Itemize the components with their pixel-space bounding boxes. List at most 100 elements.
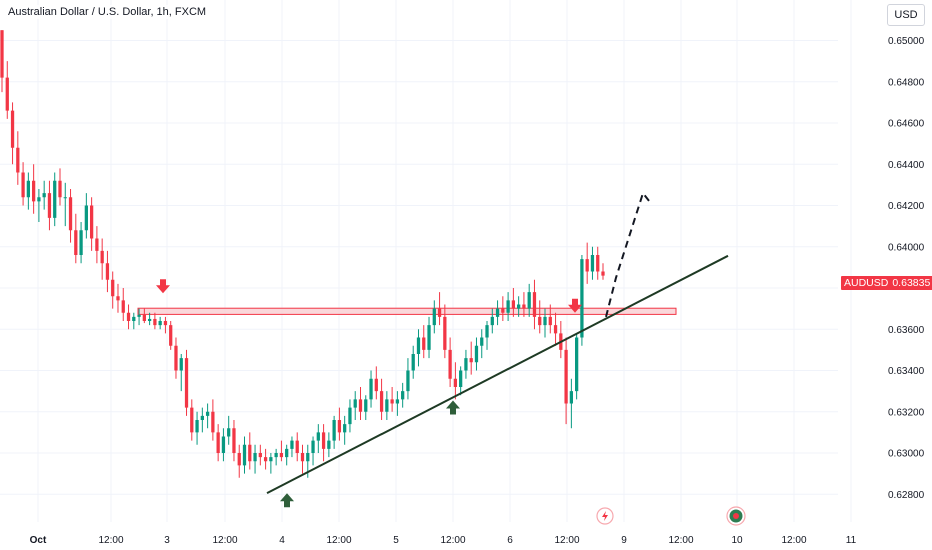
price-tick-label: 0.64200 xyxy=(888,201,925,212)
candle-body xyxy=(216,432,220,453)
candle-body xyxy=(538,316,542,326)
candle xyxy=(490,308,494,334)
candle xyxy=(100,238,104,280)
candle-body xyxy=(42,193,46,198)
candle xyxy=(353,391,357,420)
candle-body xyxy=(348,407,352,425)
candle-body xyxy=(290,440,294,449)
candle xyxy=(532,279,537,330)
candle-body xyxy=(211,411,215,433)
candle-body xyxy=(158,321,162,326)
candle xyxy=(590,246,595,280)
candle xyxy=(511,288,516,317)
projection-path[interactable] xyxy=(605,191,652,318)
chart-title: Australian Dollar / U.S. Dollar, 1h, FXC… xyxy=(6,5,209,19)
candle xyxy=(343,415,347,445)
candle-body xyxy=(358,399,363,412)
candle-body xyxy=(601,271,605,276)
candle xyxy=(147,312,152,326)
candle-body xyxy=(137,314,141,317)
candle-body xyxy=(580,259,584,338)
candle-body xyxy=(427,325,431,350)
candle-body xyxy=(174,345,178,371)
candle xyxy=(385,391,389,420)
candle xyxy=(242,436,247,474)
time-tick-label: 12:00 xyxy=(326,535,351,546)
candle-body xyxy=(321,432,326,449)
price-axis[interactable]: 0.62800 0.63000 0.63200 0.63400 0.63600 0.640… xyxy=(888,36,925,501)
candle-body xyxy=(416,337,421,354)
candle xyxy=(126,304,131,330)
candle-body xyxy=(5,77,9,111)
candle xyxy=(316,424,320,453)
candle-body xyxy=(443,316,447,350)
candle xyxy=(42,180,46,210)
candle-body xyxy=(575,337,579,392)
candle xyxy=(374,366,378,400)
candle xyxy=(295,432,299,462)
candle xyxy=(469,341,473,375)
candle-body xyxy=(353,399,357,408)
candle xyxy=(121,288,125,321)
candle-body xyxy=(501,308,505,313)
candle-body xyxy=(31,180,36,202)
candle-body xyxy=(227,428,231,437)
candle-body xyxy=(274,453,278,458)
candle xyxy=(89,197,94,251)
candle xyxy=(585,242,589,284)
candle-body xyxy=(84,205,88,231)
candle xyxy=(437,292,442,326)
candle xyxy=(448,337,452,387)
price-tick-label: 0.64000 xyxy=(888,242,925,253)
time-tick-label: 12:00 xyxy=(781,535,806,546)
candle-body xyxy=(26,180,30,198)
candle xyxy=(105,250,110,293)
lightning-icon[interactable] xyxy=(596,507,614,525)
candle xyxy=(390,387,394,412)
time-tick-label: 12:00 xyxy=(440,535,465,546)
candle-body xyxy=(153,318,157,326)
candle xyxy=(311,436,315,466)
candle xyxy=(10,102,15,165)
candle xyxy=(79,222,83,264)
candle-body xyxy=(190,407,194,433)
candle-body xyxy=(548,316,552,326)
time-tick-label: 10 xyxy=(731,535,743,546)
candle xyxy=(332,415,336,449)
candle-body xyxy=(121,300,125,313)
candle-body xyxy=(553,325,558,334)
candle-body xyxy=(253,453,257,462)
candle-body xyxy=(47,193,52,218)
candle-body xyxy=(379,391,384,412)
candle xyxy=(358,387,363,420)
candle-body xyxy=(332,420,336,441)
candle-body xyxy=(147,318,152,321)
time-tick-label: 12:00 xyxy=(668,535,693,546)
candle-body xyxy=(517,304,521,309)
candle xyxy=(348,399,352,433)
candle-body xyxy=(453,378,458,387)
time-tick-label: 3 xyxy=(164,535,170,546)
candle xyxy=(221,428,226,462)
currency-button[interactable]: USD xyxy=(887,4,925,26)
time-axis[interactable]: Oct 12:00 3 12:00 4 12:00 5 12:00 6 12:00 9 12:00 10… xyxy=(30,535,857,546)
candle-body xyxy=(585,259,589,272)
event-icons xyxy=(596,506,746,526)
price-tick-label: 0.63400 xyxy=(888,366,925,377)
candle xyxy=(395,391,400,416)
candle-body xyxy=(495,308,500,317)
economic-event-icon[interactable] xyxy=(726,506,746,526)
candle-body xyxy=(527,292,531,309)
candle xyxy=(74,213,78,264)
candle xyxy=(495,300,500,326)
candle xyxy=(21,162,25,206)
candle xyxy=(432,300,436,334)
time-tick-label: 11 xyxy=(846,535,857,546)
trendline[interactable] xyxy=(266,254,729,495)
resistance-zone xyxy=(137,307,677,315)
candle-body xyxy=(564,349,568,404)
candle-body xyxy=(569,391,574,404)
candle-body xyxy=(10,110,15,148)
candle-body xyxy=(263,457,268,462)
